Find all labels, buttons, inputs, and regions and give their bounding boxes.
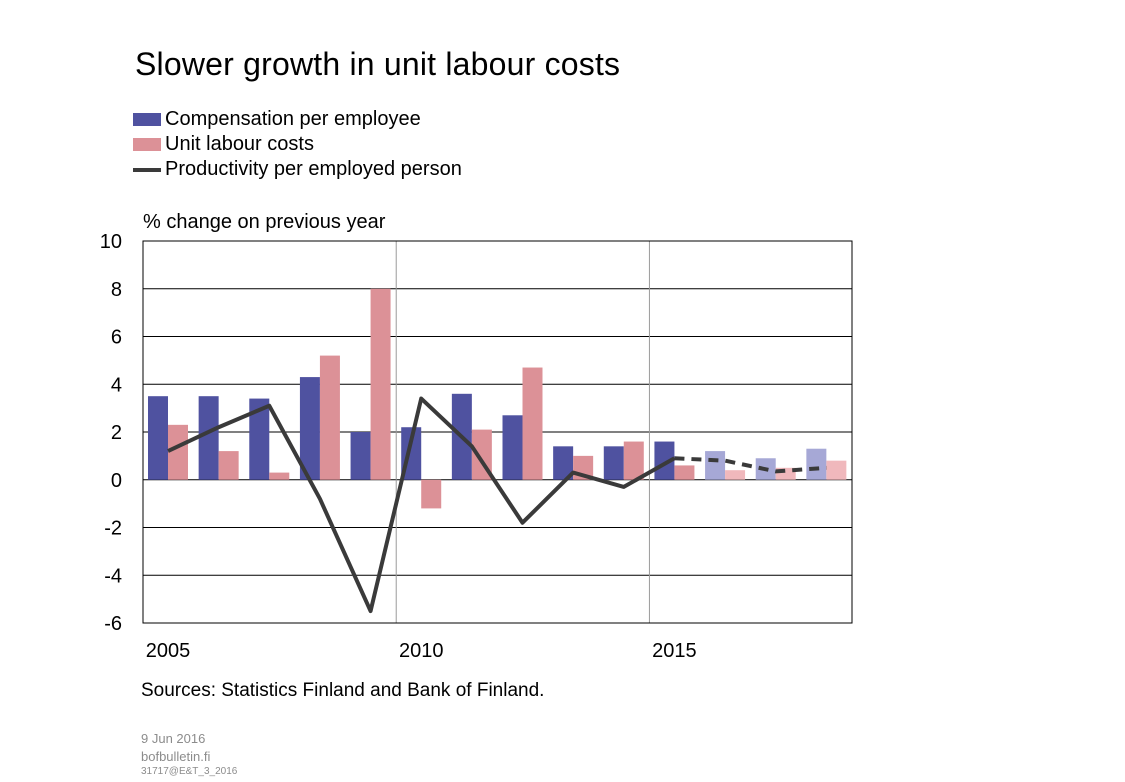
bar-compensation (654, 441, 675, 480)
y-tick-label: -2 (104, 518, 122, 540)
footer-site: bofbulletin.fi (141, 749, 211, 764)
bar-compensation (502, 415, 523, 480)
y-tick-label: 6 (111, 327, 122, 349)
y-axis-label: % change on previous year (143, 211, 386, 233)
legend-label-productivity: Productivity per employed person (165, 158, 462, 180)
legend-label-compensation: Compensation per employee (165, 108, 421, 130)
footer-code: 31717@E&T_3_2016 (141, 766, 238, 777)
bar-unit-labour-costs (826, 460, 847, 480)
bar-compensation (806, 448, 827, 480)
bar-unit-labour-costs (522, 367, 543, 480)
sources-note: Sources: Statistics Finland and Bank of … (141, 680, 545, 701)
bar-unit-labour-costs (623, 441, 644, 480)
y-tick-label: 4 (111, 374, 122, 396)
bar-compensation (705, 451, 726, 480)
bar-unit-labour-costs (725, 470, 746, 480)
bar-unit-labour-costs (370, 288, 391, 480)
bar-unit-labour-costs (674, 465, 695, 480)
bar-compensation (299, 377, 320, 480)
plot-frame (142, 240, 853, 624)
productivity-line (167, 396, 676, 614)
bar-unit-labour-costs (775, 467, 796, 480)
chart-title: Slower growth in unit labour costs (135, 46, 621, 82)
productivity-line-forecast (674, 456, 827, 474)
legend-item-productivity: Productivity per employed person (133, 157, 462, 182)
legend-item-compensation: Compensation per employee (133, 107, 462, 132)
y-tick-label: 2 (111, 422, 122, 444)
bar-unit-labour-costs (168, 424, 188, 480)
footer-date: 9 Jun 2016 (141, 731, 206, 746)
y-tick-label: 0 (111, 470, 122, 492)
y-tick-label: 10 (100, 231, 122, 253)
bar-compensation (249, 398, 270, 480)
bar-unit-labour-costs (421, 479, 442, 509)
legend-swatch-unit-labour-costs (133, 138, 161, 151)
bar-compensation (603, 446, 624, 480)
bar-compensation (553, 446, 574, 480)
y-tick-label: 8 (111, 279, 122, 301)
bar-unit-labour-costs (218, 451, 239, 480)
y-tick-label: -4 (104, 565, 122, 587)
bar-compensation (198, 396, 219, 480)
bar-unit-labour-costs (319, 355, 340, 480)
bar-compensation (350, 432, 371, 480)
x-tick-label: 2010 (399, 640, 444, 662)
x-tick-label: 2005 (146, 640, 191, 662)
legend: Compensation per employee Unit labour co… (133, 107, 462, 182)
y-tick-label: -6 (104, 613, 122, 635)
x-tick-label: 2015 (652, 640, 697, 662)
legend-swatch-compensation (133, 113, 161, 126)
legend-item-unit-labour-costs: Unit labour costs (133, 132, 462, 157)
bar-compensation (148, 396, 168, 480)
legend-swatch-productivity (133, 168, 161, 172)
legend-label-unit-labour-costs: Unit labour costs (165, 133, 314, 155)
bar-unit-labour-costs (269, 472, 290, 480)
